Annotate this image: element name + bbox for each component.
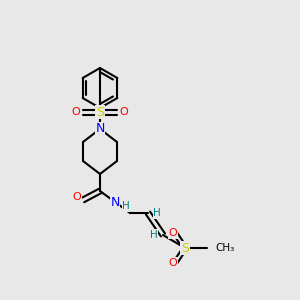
Text: H: H <box>153 208 161 218</box>
Text: CH₃: CH₃ <box>215 243 234 253</box>
Text: O: O <box>73 192 81 202</box>
Text: N: N <box>95 122 105 136</box>
Text: O: O <box>169 228 177 238</box>
Text: N: N <box>110 196 120 208</box>
Text: O: O <box>72 107 80 117</box>
Text: O: O <box>120 107 128 117</box>
Text: O: O <box>169 258 177 268</box>
Text: H: H <box>150 230 158 240</box>
Text: H: H <box>122 201 130 211</box>
Text: S: S <box>96 106 104 118</box>
Text: S: S <box>181 242 189 254</box>
